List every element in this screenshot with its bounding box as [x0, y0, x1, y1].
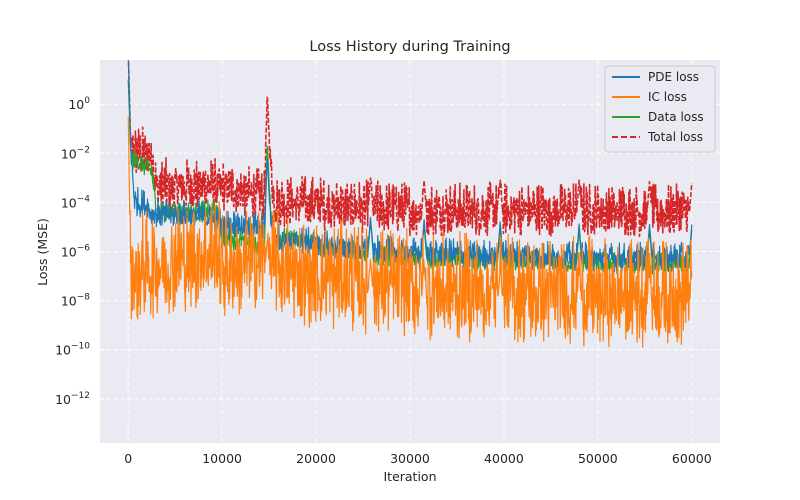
legend: PDE loss IC loss Data loss Total loss: [604, 65, 716, 153]
x-tick-label: 10000: [202, 451, 242, 466]
x-tick-label: 60000: [672, 451, 712, 466]
series-total-loss: [127, 60, 693, 238]
y-tick-label: 100: [68, 96, 90, 112]
x-tick-label: 0: [124, 451, 132, 466]
x-tick-label: 50000: [578, 451, 618, 466]
y-tick-label: 10−10: [55, 342, 90, 358]
y-tick-label: 10−4: [61, 194, 90, 210]
series-ic-loss: [127, 116, 693, 348]
y-axis-label: Loss (MSE): [35, 218, 50, 286]
x-axis-label: Iteration: [383, 469, 436, 484]
legend-label: IC loss: [648, 90, 687, 104]
x-tick-label: 20000: [296, 451, 336, 466]
legend-box: [604, 65, 716, 153]
y-tick-label: 10−12: [55, 391, 90, 407]
legend-label: PDE loss: [648, 70, 699, 84]
y-axis-ticks: 100 10−2 10−4 10−6 10−8 10−10 10−12: [55, 96, 90, 407]
x-tick-label: 30000: [390, 451, 430, 466]
y-tick-label: 10−6: [61, 244, 90, 260]
y-tick-label: 10−8: [61, 293, 90, 309]
y-tick-label: 10−2: [61, 145, 90, 161]
x-tick-label: 40000: [484, 451, 524, 466]
legend-label: Total loss: [647, 130, 703, 144]
legend-label: Data loss: [648, 110, 704, 124]
chart-title: Loss History during Training: [309, 39, 510, 55]
series-layer: [127, 60, 693, 348]
x-axis-ticks: 0 10000 20000 30000 40000 50000 60000: [124, 451, 712, 466]
